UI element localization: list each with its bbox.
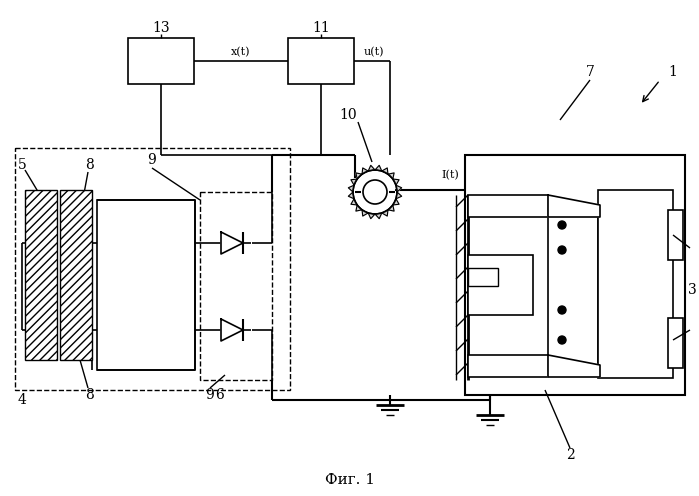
Polygon shape xyxy=(362,168,368,174)
Polygon shape xyxy=(548,195,600,217)
Bar xyxy=(598,190,673,378)
Bar xyxy=(468,195,548,217)
Text: x(t): x(t) xyxy=(231,47,251,57)
Text: 13: 13 xyxy=(152,21,170,35)
Bar xyxy=(200,192,272,380)
Text: 6: 6 xyxy=(215,388,224,402)
Text: 9: 9 xyxy=(147,153,157,167)
Text: I(t): I(t) xyxy=(441,170,459,180)
Polygon shape xyxy=(396,185,402,192)
Polygon shape xyxy=(221,232,243,254)
Bar xyxy=(468,355,548,377)
Circle shape xyxy=(558,306,566,314)
Text: 9: 9 xyxy=(206,388,215,402)
Polygon shape xyxy=(382,168,388,174)
Bar xyxy=(288,38,354,84)
Polygon shape xyxy=(356,205,362,211)
Bar xyxy=(465,155,685,395)
Text: 3: 3 xyxy=(689,283,697,297)
Polygon shape xyxy=(362,210,368,216)
Polygon shape xyxy=(548,355,600,377)
Bar xyxy=(25,190,57,360)
Polygon shape xyxy=(368,165,375,171)
Polygon shape xyxy=(351,199,357,205)
Bar xyxy=(128,38,194,84)
Text: 10: 10 xyxy=(339,108,356,122)
Text: u(t): u(t) xyxy=(363,47,384,57)
Polygon shape xyxy=(393,179,399,185)
Polygon shape xyxy=(375,165,382,171)
Bar xyxy=(468,255,533,315)
Circle shape xyxy=(558,336,566,344)
Bar xyxy=(97,200,195,370)
Text: 11: 11 xyxy=(312,21,330,35)
Text: 8: 8 xyxy=(85,158,94,172)
Polygon shape xyxy=(382,210,388,216)
Bar xyxy=(468,268,498,286)
Polygon shape xyxy=(388,173,394,179)
Polygon shape xyxy=(348,192,354,199)
Bar xyxy=(15,148,290,390)
Circle shape xyxy=(558,246,566,254)
Bar xyxy=(548,208,598,371)
Text: 8: 8 xyxy=(85,388,94,402)
Text: 2: 2 xyxy=(565,448,575,462)
Polygon shape xyxy=(388,205,394,211)
Polygon shape xyxy=(375,213,382,219)
Text: 4: 4 xyxy=(18,393,27,407)
Bar xyxy=(60,190,92,360)
Bar xyxy=(668,210,683,260)
Circle shape xyxy=(558,221,566,229)
Text: 1: 1 xyxy=(668,65,677,79)
Text: Фиг. 1: Фиг. 1 xyxy=(325,473,375,487)
Polygon shape xyxy=(348,185,354,192)
Text: 5: 5 xyxy=(18,158,27,172)
Polygon shape xyxy=(396,192,402,199)
Polygon shape xyxy=(393,199,399,205)
Bar xyxy=(668,318,683,368)
Polygon shape xyxy=(368,213,375,219)
Text: 7: 7 xyxy=(586,65,594,79)
Polygon shape xyxy=(351,179,357,185)
Polygon shape xyxy=(356,173,362,179)
Polygon shape xyxy=(221,319,243,341)
Circle shape xyxy=(363,180,387,204)
